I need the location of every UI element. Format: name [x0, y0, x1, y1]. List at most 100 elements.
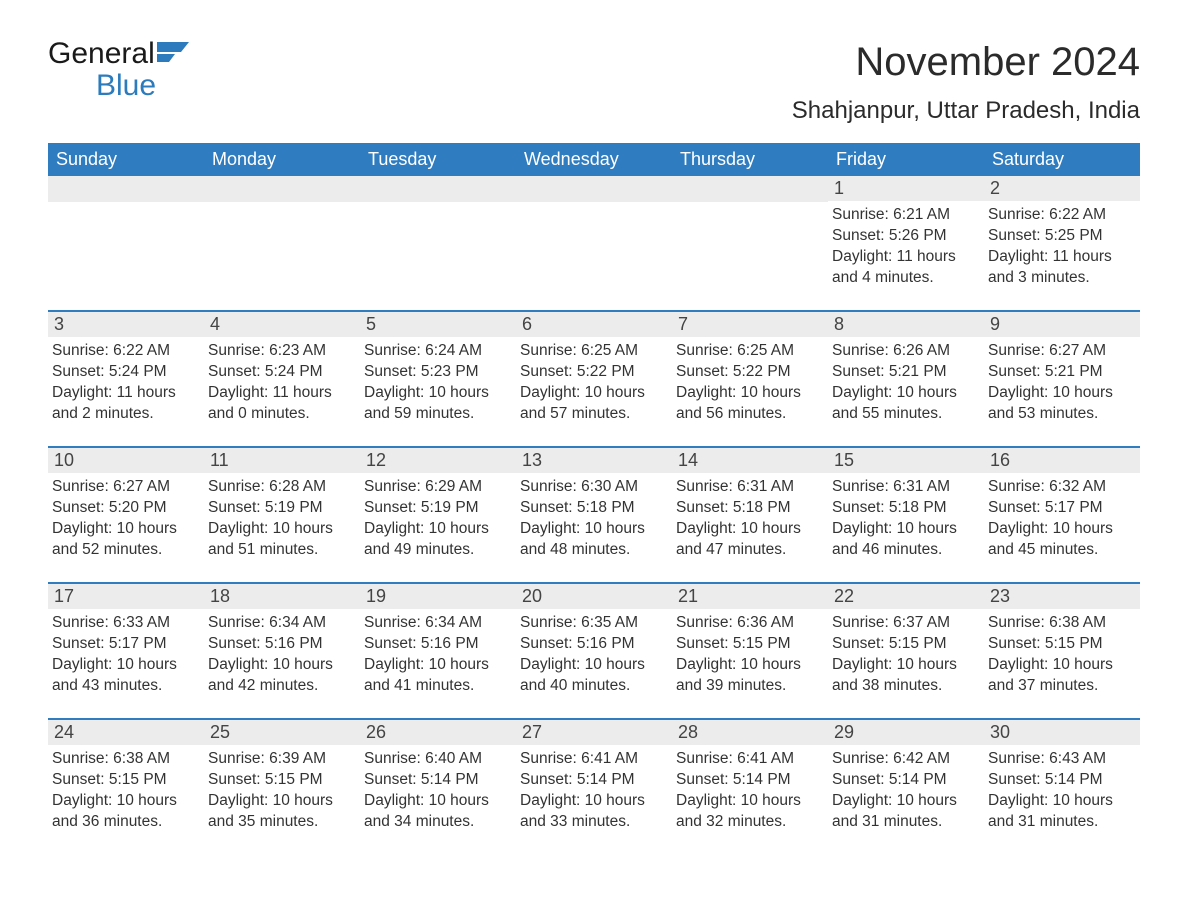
- day-number: 26: [360, 720, 516, 745]
- day-details: Sunrise: 6:43 AMSunset: 5:14 PMDaylight:…: [984, 745, 1140, 833]
- daylight-line: Daylight: 11 hours and 0 minutes.: [208, 383, 354, 425]
- sunset-line: Sunset: 5:17 PM: [52, 634, 198, 655]
- day-number: 4: [204, 312, 360, 337]
- day-details: Sunrise: 6:23 AMSunset: 5:24 PMDaylight:…: [204, 337, 360, 425]
- sunrise-line: Sunrise: 6:22 AM: [52, 341, 198, 362]
- calendar-body: 1Sunrise: 6:21 AMSunset: 5:26 PMDaylight…: [48, 176, 1140, 840]
- sunrise-line: Sunrise: 6:31 AM: [676, 477, 822, 498]
- daylight-line: Daylight: 11 hours and 3 minutes.: [988, 247, 1134, 289]
- sunset-line: Sunset: 5:20 PM: [52, 498, 198, 519]
- day-cell: 19Sunrise: 6:34 AMSunset: 5:16 PMDayligh…: [360, 584, 516, 704]
- weekday-header: Sunday: [48, 143, 204, 176]
- empty-daynum: [360, 176, 516, 202]
- day-number: 28: [672, 720, 828, 745]
- day-number: 13: [516, 448, 672, 473]
- sunrise-line: Sunrise: 6:37 AM: [832, 613, 978, 634]
- day-details: Sunrise: 6:27 AMSunset: 5:20 PMDaylight:…: [48, 473, 204, 561]
- daylight-line: Daylight: 10 hours and 55 minutes.: [832, 383, 978, 425]
- day-details: Sunrise: 6:40 AMSunset: 5:14 PMDaylight:…: [360, 745, 516, 833]
- day-cell: 16Sunrise: 6:32 AMSunset: 5:17 PMDayligh…: [984, 448, 1140, 568]
- day-details: Sunrise: 6:33 AMSunset: 5:17 PMDaylight:…: [48, 609, 204, 697]
- empty-daynum: [204, 176, 360, 202]
- daylight-line: Daylight: 10 hours and 38 minutes.: [832, 655, 978, 697]
- daylight-line: Daylight: 10 hours and 57 minutes.: [520, 383, 666, 425]
- daylight-line: Daylight: 10 hours and 39 minutes.: [676, 655, 822, 697]
- sunrise-line: Sunrise: 6:41 AM: [676, 749, 822, 770]
- day-cell: 30Sunrise: 6:43 AMSunset: 5:14 PMDayligh…: [984, 720, 1140, 840]
- sunset-line: Sunset: 5:22 PM: [676, 362, 822, 383]
- sunset-line: Sunset: 5:15 PM: [676, 634, 822, 655]
- sunset-line: Sunset: 5:19 PM: [364, 498, 510, 519]
- day-cell: 2Sunrise: 6:22 AMSunset: 5:25 PMDaylight…: [984, 176, 1140, 296]
- sunset-line: Sunset: 5:14 PM: [988, 770, 1134, 791]
- empty-cell: [672, 176, 828, 296]
- day-cell: 20Sunrise: 6:35 AMSunset: 5:16 PMDayligh…: [516, 584, 672, 704]
- daylight-line: Daylight: 10 hours and 35 minutes.: [208, 791, 354, 833]
- day-cell: 27Sunrise: 6:41 AMSunset: 5:14 PMDayligh…: [516, 720, 672, 840]
- sunrise-line: Sunrise: 6:39 AM: [208, 749, 354, 770]
- daylight-line: Daylight: 10 hours and 59 minutes.: [364, 383, 510, 425]
- day-cell: 5Sunrise: 6:24 AMSunset: 5:23 PMDaylight…: [360, 312, 516, 432]
- calendar-header-row: SundayMondayTuesdayWednesdayThursdayFrid…: [48, 143, 1140, 176]
- daylight-line: Daylight: 10 hours and 36 minutes.: [52, 791, 198, 833]
- day-cell: 17Sunrise: 6:33 AMSunset: 5:17 PMDayligh…: [48, 584, 204, 704]
- daylight-line: Daylight: 10 hours and 33 minutes.: [520, 791, 666, 833]
- weekday-header: Saturday: [984, 143, 1140, 176]
- day-details: Sunrise: 6:30 AMSunset: 5:18 PMDaylight:…: [516, 473, 672, 561]
- day-number: 8: [828, 312, 984, 337]
- day-number: 25: [204, 720, 360, 745]
- day-details: Sunrise: 6:21 AMSunset: 5:26 PMDaylight:…: [828, 201, 984, 289]
- daylight-line: Daylight: 10 hours and 46 minutes.: [832, 519, 978, 561]
- sunset-line: Sunset: 5:21 PM: [988, 362, 1134, 383]
- day-number: 22: [828, 584, 984, 609]
- day-details: Sunrise: 6:38 AMSunset: 5:15 PMDaylight:…: [48, 745, 204, 833]
- day-cell: 3Sunrise: 6:22 AMSunset: 5:24 PMDaylight…: [48, 312, 204, 432]
- day-cell: 26Sunrise: 6:40 AMSunset: 5:14 PMDayligh…: [360, 720, 516, 840]
- sunrise-line: Sunrise: 6:29 AM: [364, 477, 510, 498]
- brand-logo: General Blue: [48, 40, 197, 100]
- day-details: Sunrise: 6:25 AMSunset: 5:22 PMDaylight:…: [672, 337, 828, 425]
- daylight-line: Daylight: 10 hours and 34 minutes.: [364, 791, 510, 833]
- day-details: Sunrise: 6:34 AMSunset: 5:16 PMDaylight:…: [204, 609, 360, 697]
- day-details: Sunrise: 6:27 AMSunset: 5:21 PMDaylight:…: [984, 337, 1140, 425]
- sunrise-line: Sunrise: 6:30 AM: [520, 477, 666, 498]
- day-details: Sunrise: 6:31 AMSunset: 5:18 PMDaylight:…: [672, 473, 828, 561]
- sunset-line: Sunset: 5:15 PM: [988, 634, 1134, 655]
- daylight-line: Daylight: 10 hours and 53 minutes.: [988, 383, 1134, 425]
- day-details: Sunrise: 6:41 AMSunset: 5:14 PMDaylight:…: [672, 745, 828, 833]
- day-cell: 4Sunrise: 6:23 AMSunset: 5:24 PMDaylight…: [204, 312, 360, 432]
- daylight-line: Daylight: 10 hours and 49 minutes.: [364, 519, 510, 561]
- day-cell: 8Sunrise: 6:26 AMSunset: 5:21 PMDaylight…: [828, 312, 984, 432]
- day-cell: 22Sunrise: 6:37 AMSunset: 5:15 PMDayligh…: [828, 584, 984, 704]
- day-number: 2: [984, 176, 1140, 201]
- day-details: Sunrise: 6:35 AMSunset: 5:16 PMDaylight:…: [516, 609, 672, 697]
- day-cell: 25Sunrise: 6:39 AMSunset: 5:15 PMDayligh…: [204, 720, 360, 840]
- sunset-line: Sunset: 5:15 PM: [832, 634, 978, 655]
- day-cell: 29Sunrise: 6:42 AMSunset: 5:14 PMDayligh…: [828, 720, 984, 840]
- sunrise-line: Sunrise: 6:40 AM: [364, 749, 510, 770]
- day-details: Sunrise: 6:42 AMSunset: 5:14 PMDaylight:…: [828, 745, 984, 833]
- sunrise-line: Sunrise: 6:34 AM: [208, 613, 354, 634]
- day-cell: 10Sunrise: 6:27 AMSunset: 5:20 PMDayligh…: [48, 448, 204, 568]
- sunrise-line: Sunrise: 6:28 AM: [208, 477, 354, 498]
- sunset-line: Sunset: 5:14 PM: [676, 770, 822, 791]
- day-details: Sunrise: 6:39 AMSunset: 5:15 PMDaylight:…: [204, 745, 360, 833]
- daylight-line: Daylight: 10 hours and 51 minutes.: [208, 519, 354, 561]
- daylight-line: Daylight: 10 hours and 52 minutes.: [52, 519, 198, 561]
- day-number: 6: [516, 312, 672, 337]
- daylight-line: Daylight: 10 hours and 47 minutes.: [676, 519, 822, 561]
- empty-daynum: [48, 176, 204, 202]
- sunrise-line: Sunrise: 6:25 AM: [520, 341, 666, 362]
- daylight-line: Daylight: 10 hours and 42 minutes.: [208, 655, 354, 697]
- day-number: 21: [672, 584, 828, 609]
- brand-part2: Blue: [96, 72, 197, 101]
- day-number: 16: [984, 448, 1140, 473]
- daylight-line: Daylight: 10 hours and 43 minutes.: [52, 655, 198, 697]
- day-details: Sunrise: 6:28 AMSunset: 5:19 PMDaylight:…: [204, 473, 360, 561]
- sunset-line: Sunset: 5:25 PM: [988, 226, 1134, 247]
- day-details: Sunrise: 6:37 AMSunset: 5:15 PMDaylight:…: [828, 609, 984, 697]
- empty-cell: [360, 176, 516, 296]
- day-cell: 14Sunrise: 6:31 AMSunset: 5:18 PMDayligh…: [672, 448, 828, 568]
- sunset-line: Sunset: 5:21 PM: [832, 362, 978, 383]
- sunrise-line: Sunrise: 6:43 AM: [988, 749, 1134, 770]
